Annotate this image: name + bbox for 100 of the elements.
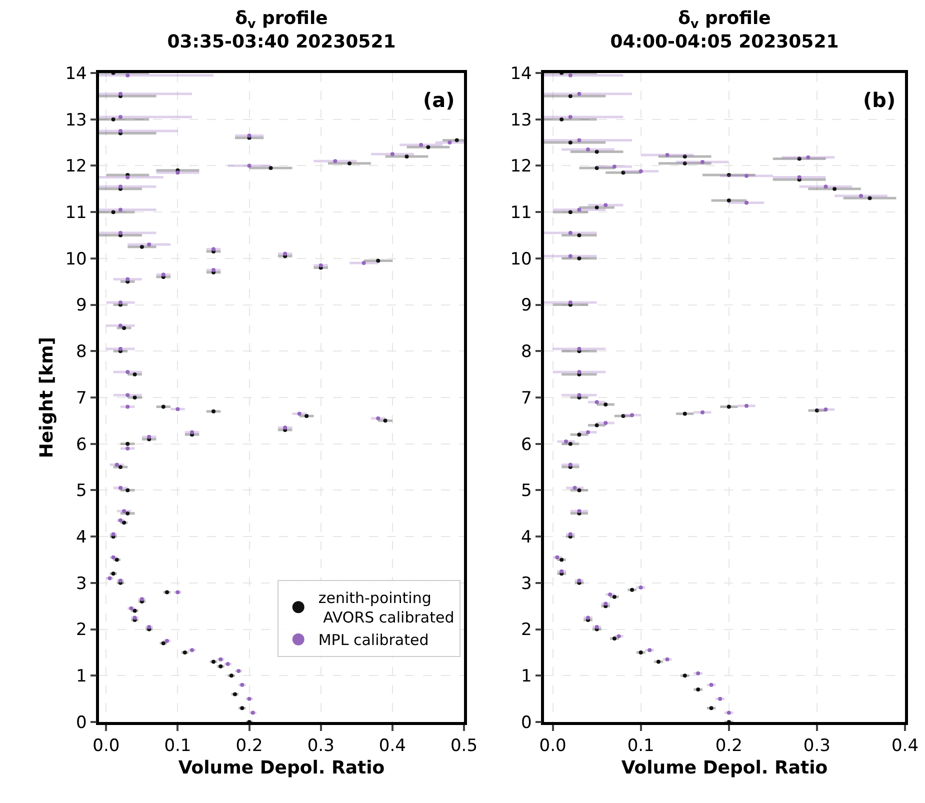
point (744, 404, 749, 408)
point (726, 710, 731, 715)
point (176, 407, 180, 412)
y-tick-label: 9 (76, 296, 87, 316)
point (318, 263, 323, 268)
point (709, 682, 714, 687)
point (268, 166, 273, 170)
point (118, 128, 122, 133)
y-tick-label: 0 (521, 712, 532, 733)
y-tick-label: 6 (521, 434, 532, 455)
point (118, 92, 122, 96)
point (129, 606, 134, 610)
point (577, 256, 582, 260)
point (247, 696, 252, 701)
y-tick-label: 4 (521, 528, 532, 548)
legend-label: MPL calibrated (318, 631, 429, 650)
point (594, 150, 599, 154)
point (126, 277, 130, 282)
y-tick-label: 14 (65, 64, 87, 84)
point (832, 186, 837, 191)
point (568, 532, 572, 536)
point (577, 233, 582, 238)
point (126, 511, 130, 516)
point (147, 624, 152, 629)
y-tick-label: 7 (76, 388, 87, 408)
y-tick-label: 5 (521, 481, 532, 502)
point (114, 558, 119, 562)
point (218, 657, 223, 662)
y-tick-label: 12 (510, 156, 532, 177)
point (577, 488, 582, 492)
x-tick-label: 0.2 (715, 736, 742, 756)
y-tick-label: 7 (521, 388, 532, 408)
point (283, 252, 288, 256)
x-tick-label: 0.2 (236, 736, 263, 756)
point (122, 326, 126, 330)
point (118, 518, 122, 522)
x-axis-title: Volume Depol. Ratio (621, 757, 828, 778)
point (111, 555, 116, 560)
x-axis-title: Volume Depol. Ratio (178, 757, 385, 778)
point (577, 208, 582, 212)
point (726, 198, 731, 202)
point (132, 396, 137, 400)
point (868, 196, 872, 200)
point (383, 418, 388, 423)
y-tick-label: 14 (510, 64, 532, 84)
point (594, 166, 599, 170)
point (700, 160, 704, 164)
annotation: (a) (423, 88, 455, 112)
point (726, 172, 731, 177)
y-tick-label: 2 (76, 620, 87, 640)
point (362, 261, 366, 266)
point (638, 650, 643, 654)
point (118, 465, 122, 470)
point (700, 410, 704, 414)
point (118, 346, 122, 351)
point (111, 572, 116, 576)
point (621, 170, 626, 175)
y-tick-label: 8 (76, 342, 87, 362)
point (333, 159, 338, 164)
point (682, 674, 687, 678)
point (161, 404, 166, 409)
point (577, 393, 582, 398)
point (147, 242, 152, 247)
y-axis-title: Height [km] (36, 336, 58, 458)
point (656, 660, 660, 664)
point (419, 142, 424, 147)
point (604, 602, 608, 606)
point (126, 370, 130, 374)
point (147, 434, 152, 439)
y-tick-label: 10 (510, 249, 532, 270)
chart-title: δ$_{v}$ profile 03:35-03:40 20230521 (167, 8, 396, 52)
point (696, 688, 700, 692)
point (118, 208, 122, 212)
point (568, 94, 572, 98)
point (126, 442, 130, 446)
point (555, 555, 560, 560)
point (718, 696, 722, 701)
point (638, 169, 643, 174)
y-tick-label: 5 (76, 481, 87, 502)
point (568, 140, 572, 145)
point (797, 175, 802, 180)
point (126, 404, 130, 409)
legend-label: zenith-pointing AVORS calibrated (318, 589, 454, 627)
point (586, 616, 590, 620)
point (118, 486, 122, 490)
y-tick-label: 11 (510, 203, 532, 224)
point (122, 520, 126, 525)
point (114, 462, 119, 467)
point (814, 408, 819, 412)
y-tick-label: 13 (510, 110, 532, 130)
point (572, 486, 577, 490)
point (122, 509, 126, 514)
point (638, 586, 643, 590)
x-tick-label: 0.0 (539, 736, 566, 756)
point (612, 594, 616, 599)
point (190, 430, 194, 434)
y-tick-label: 6 (76, 434, 87, 455)
point (376, 416, 380, 420)
point (176, 170, 180, 175)
point (568, 442, 572, 446)
